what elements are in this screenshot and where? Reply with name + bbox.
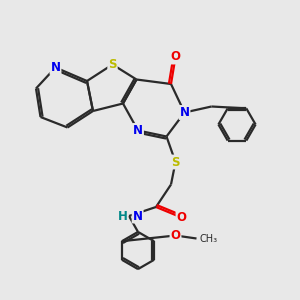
- Text: CH₃: CH₃: [200, 233, 217, 244]
- Text: O: O: [176, 211, 187, 224]
- Text: H: H: [118, 209, 128, 223]
- Text: O: O: [170, 50, 181, 64]
- Text: S: S: [171, 155, 180, 169]
- Text: N: N: [50, 61, 61, 74]
- Text: S: S: [108, 58, 117, 71]
- Text: N: N: [179, 106, 190, 119]
- Text: N: N: [133, 124, 143, 137]
- Text: N: N: [133, 209, 142, 223]
- Text: O: O: [170, 229, 181, 242]
